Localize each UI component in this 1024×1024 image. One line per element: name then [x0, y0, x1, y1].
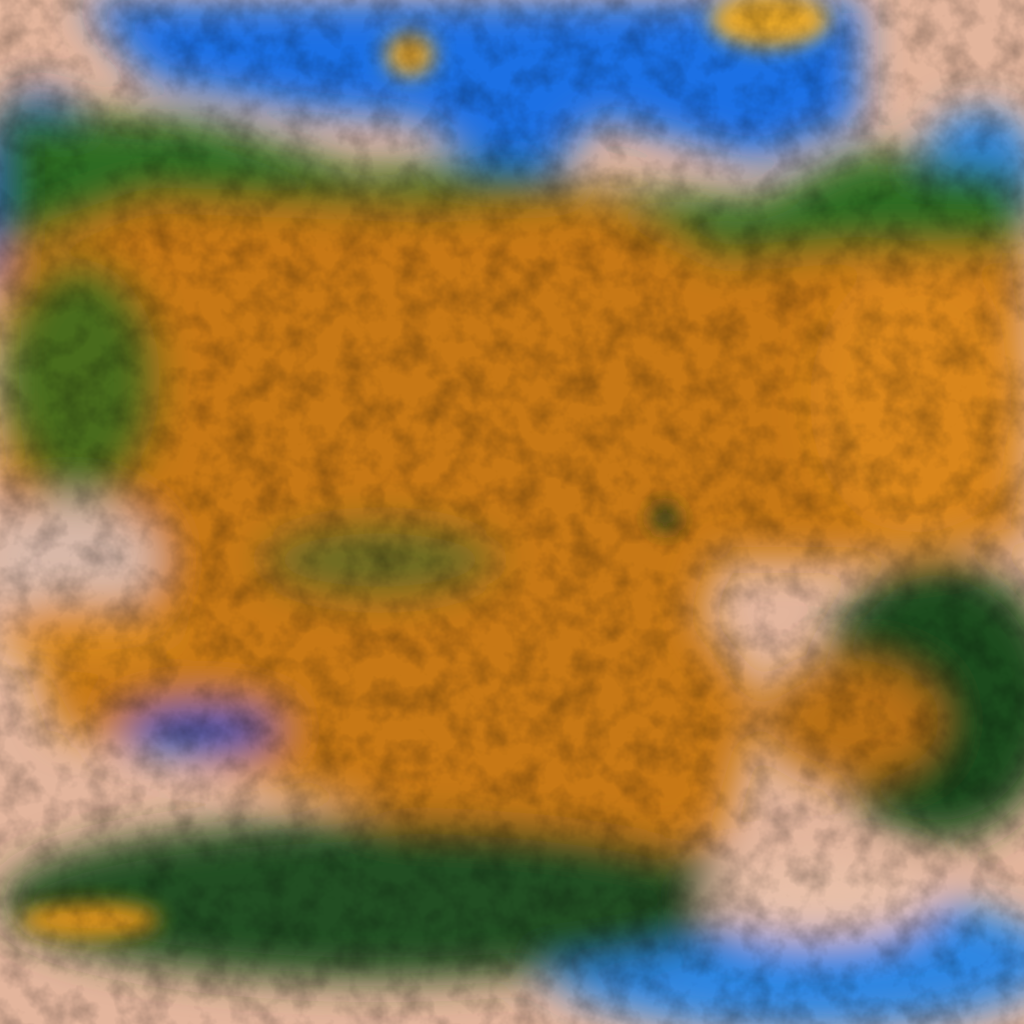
- satellite-image: [0, 0, 1024, 1024]
- texture-overlay: [0, 0, 1024, 1024]
